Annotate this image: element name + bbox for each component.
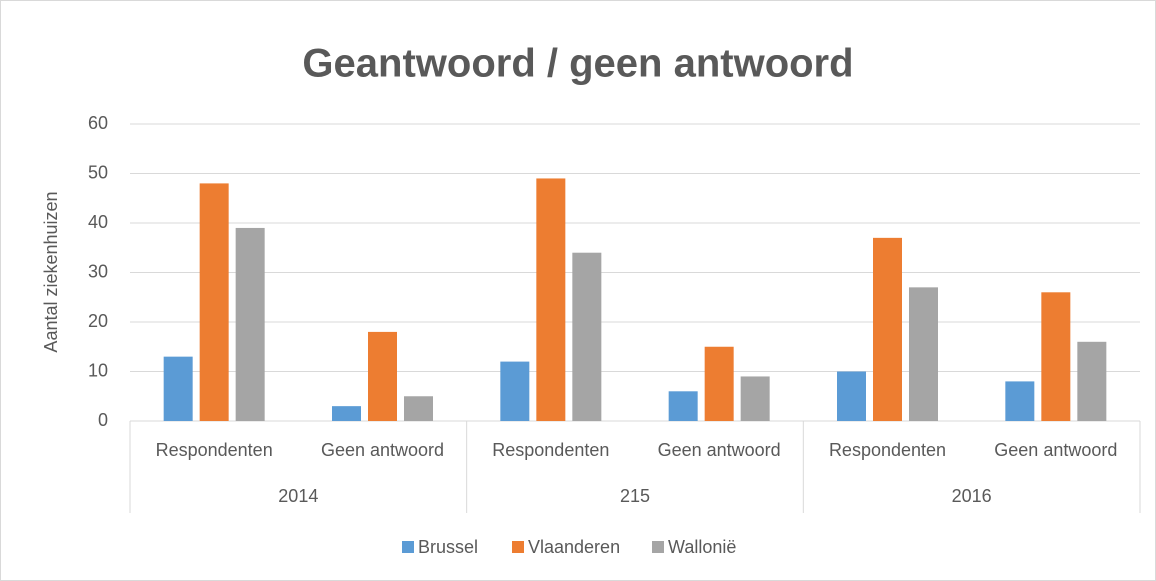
x-tick-label: Respondenten (492, 440, 609, 460)
bar (572, 252, 602, 421)
y-tick-label: 20 (88, 311, 108, 331)
bar (704, 346, 734, 421)
bar (909, 287, 938, 421)
legend-label: Vlaanderen (528, 537, 620, 557)
bar (235, 227, 265, 421)
legend-swatch (402, 541, 414, 553)
y-axis-label: Aantal ziekenhuizen (41, 191, 61, 352)
bar (368, 331, 397, 421)
x-tick-label: Geen antwoord (994, 440, 1117, 460)
x-tick-label: Geen antwoord (658, 440, 781, 460)
bar (873, 237, 902, 421)
bar (837, 371, 866, 421)
x-tick-label: Geen antwoord (321, 440, 444, 460)
bar (500, 361, 530, 421)
group-label: 215 (620, 486, 650, 506)
y-tick-label: 0 (98, 410, 108, 430)
x-tick-label: Respondenten (829, 440, 946, 460)
bar (199, 183, 229, 421)
y-tick-label: 40 (88, 212, 108, 232)
legend-swatch (512, 541, 524, 553)
y-tick-label: 10 (88, 360, 108, 380)
legend-swatch (652, 541, 664, 553)
bar (1041, 292, 1071, 421)
bar (1077, 341, 1107, 421)
bar (740, 376, 770, 421)
legend-label: Brussel (418, 537, 478, 557)
bar (1005, 381, 1035, 421)
group-label: 2016 (952, 486, 992, 506)
bar (536, 178, 566, 421)
bar (404, 396, 433, 421)
bar (668, 391, 698, 421)
bar (163, 356, 193, 421)
y-tick-label: 50 (88, 162, 108, 182)
group-label: 2014 (278, 486, 318, 506)
chart-title: Geantwoord / geen antwoord (302, 42, 853, 86)
bar (332, 406, 361, 421)
y-tick-label: 30 (88, 261, 108, 281)
legend-label: Wallonië (668, 537, 736, 557)
y-tick-label: 60 (88, 113, 108, 133)
x-tick-label: Respondenten (156, 440, 273, 460)
